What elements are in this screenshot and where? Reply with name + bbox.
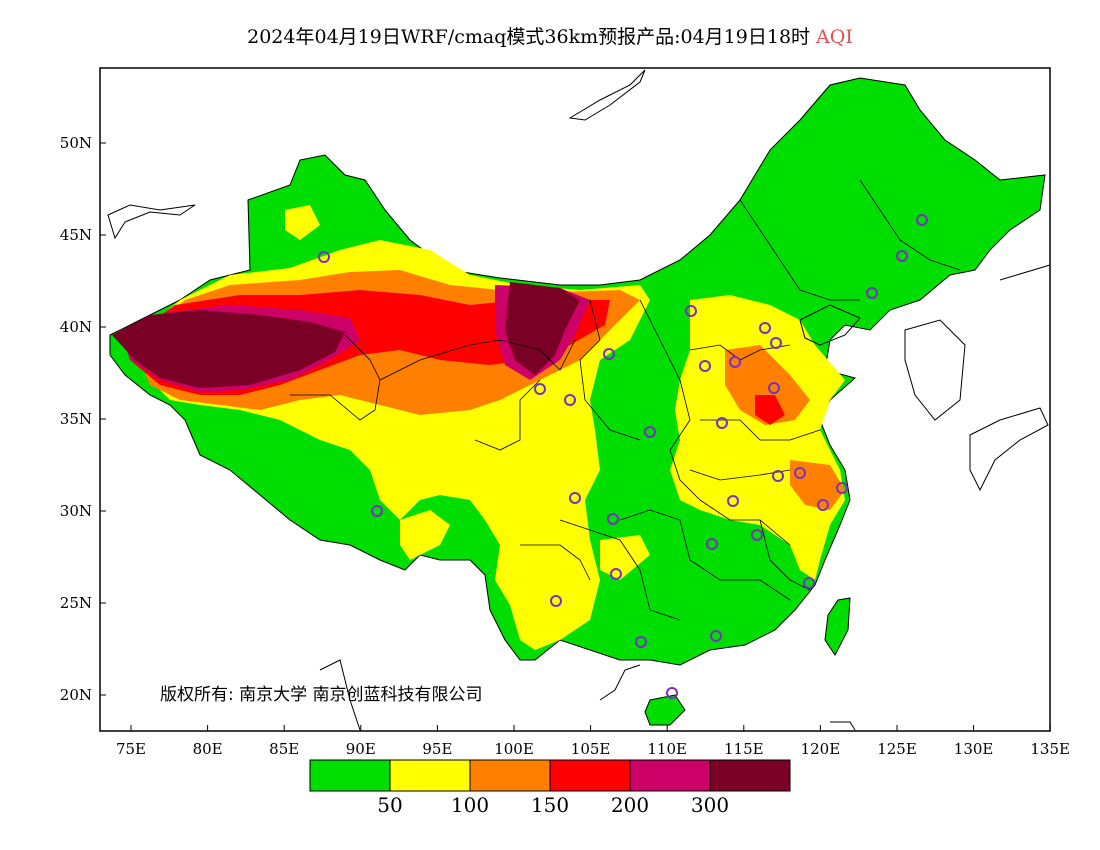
station-marker [803,577,815,589]
station-marker [727,495,739,507]
station-marker [706,538,718,550]
station-marker [716,417,728,429]
station-marker [729,356,741,368]
lon-tick-label: 120E [801,740,841,758]
aqi-zone-moderate-se [600,535,650,580]
lon-tick-label: 95E [422,740,452,758]
station-marker [603,348,615,360]
station-marker [550,595,562,607]
aqi-zone-hazardous-alxa [505,282,580,375]
station-marker [759,322,771,334]
station-marker [569,492,581,504]
lat-tick-label: 40N [60,318,92,336]
lon-tick-label: 105E [571,740,611,758]
station-marker [607,513,619,525]
hainan-region [644,694,686,726]
copyright-text: 版权所有: 南京大学 南京创蓝科技有限公司 [160,685,483,705]
coastline-lake-balkhash [107,204,196,240]
legend-swatch [389,759,471,792]
coastline-korea-japan [904,319,966,421]
station-marker [751,529,763,541]
coastline-bohai [799,304,861,346]
latitude-axis: 50N 45N 40N 35N 30N 25N 20N [60,134,106,704]
lat-tick-label: 45N [60,226,92,244]
station-marker [685,305,697,317]
legend-swatch [549,759,631,792]
station-marker [772,470,784,482]
legend-swatch [469,759,551,792]
station-marker [534,383,546,395]
map-variable-label: AQI [816,26,853,48]
coastline-lake-baikal [568,69,646,121]
legend-swatch [309,759,391,792]
aqi-zone-usg-yangtze [790,460,845,510]
station-marker [371,505,383,517]
lon-tick-label: 75E [116,740,146,758]
lon-tick-label: 90E [346,740,376,758]
longitude-axis: 75E 80E 85E 90E 95E 100E 105E 110E 115E 120E 125E 1… [116,725,1070,758]
station-marker [836,482,848,494]
legend-label: 300 [691,793,729,817]
coastline-indochina [319,659,856,731]
lon-tick-label: 125E [877,740,917,758]
lon-tick-label: 115E [724,740,764,758]
station-marker [610,568,622,580]
lon-tick-label: 130E [954,740,994,758]
taiwan-region [824,597,851,656]
legend-label: 50 [377,793,402,817]
legend-label: 200 [611,793,649,817]
station-marker [896,250,908,262]
aqi-legend: 50 100 150 200 300 [309,759,791,817]
aqi-zone-hazardous-taklimakan [112,310,345,388]
station-marker [666,687,678,699]
station-marker [710,630,722,642]
aqi-zone-moderate-sw [400,510,450,560]
lon-tick-label: 135E [1030,740,1070,758]
station-markers [318,214,928,699]
lat-tick-label: 50N [60,134,92,152]
station-marker [770,337,782,349]
lat-tick-label: 35N [60,410,92,428]
station-marker [635,636,647,648]
aqi-zone-unhealthy-east [755,395,785,425]
legend-swatch [629,759,711,792]
station-marker [564,394,576,406]
legend-label: 100 [451,793,489,817]
coastline-sea-of-japan [999,264,1051,281]
legend-label: 150 [531,793,569,817]
station-marker [916,214,928,226]
station-marker [699,360,711,372]
station-marker [817,499,829,511]
lat-tick-label: 25N [60,594,92,612]
station-marker [644,426,656,438]
aqi-zone-moderate-nw1 [285,205,320,240]
lon-tick-label: 85E [269,740,299,758]
lon-tick-label: 100E [494,740,534,758]
station-marker [794,467,806,479]
lon-tick-label: 80E [193,740,223,758]
coastline-japan [969,407,1049,492]
station-marker [768,382,780,394]
map-title-text: 2024年04月19日WRF/cmaq模式36km预报产品:04月19日18时 [247,26,811,48]
lat-tick-label: 20N [60,686,92,704]
legend-swatch [709,759,791,792]
aqi-zone-usg-east [725,345,810,425]
lat-tick-label: 30N [60,502,92,520]
map-frame [99,67,1051,732]
map-title: 2024年04月19日WRF/cmaq模式36km预报产品:04月19日18时 A… [0,22,1100,49]
station-marker [866,287,878,299]
station-marker [318,251,330,263]
lon-tick-label: 110E [647,740,687,758]
